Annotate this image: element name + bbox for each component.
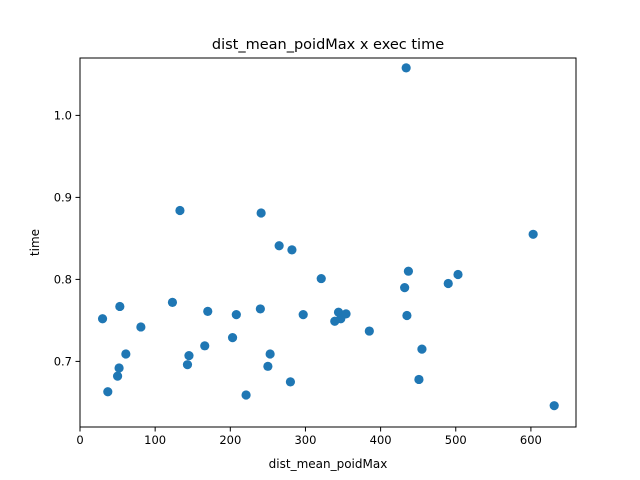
data-point	[103, 387, 113, 397]
data-point	[263, 361, 273, 371]
data-point	[121, 349, 131, 359]
data-point	[403, 266, 414, 276]
data-point	[112, 371, 123, 381]
x-tick-label: 100	[144, 433, 166, 447]
x-axis-ticks: 0 100 200 300 400 500 600	[76, 427, 542, 447]
y-axis-ticks: 0.7 0.8 0.9 1.0	[54, 108, 80, 368]
data-point	[364, 326, 374, 336]
points-layer	[97, 63, 559, 411]
plot-frame	[79, 57, 577, 428]
x-tick-label: 200	[219, 433, 241, 447]
plot-area	[80, 58, 576, 427]
data-point	[231, 310, 241, 320]
data-point	[115, 301, 125, 312]
data-point	[402, 310, 412, 321]
data-point	[97, 314, 108, 324]
data-point	[227, 333, 238, 343]
data-point	[401, 63, 411, 73]
y-tick-label: 0.8	[54, 272, 72, 286]
x-tick-label: 300	[294, 433, 316, 447]
data-point	[316, 273, 326, 284]
x-tick-label: 500	[445, 433, 467, 447]
x-tick-label: 400	[370, 433, 392, 447]
data-point	[182, 360, 193, 370]
data-point	[285, 377, 296, 387]
data-point	[175, 205, 185, 216]
y-tick-label: 1.0	[54, 108, 72, 122]
x-tick-label: 600	[520, 433, 542, 447]
data-point	[414, 374, 424, 385]
data-point	[417, 344, 427, 354]
data-point	[265, 349, 275, 359]
data-point	[256, 208, 266, 218]
x-tick-label: 0	[76, 433, 83, 447]
data-point	[549, 401, 559, 411]
data-point	[274, 241, 284, 251]
data-point	[298, 310, 308, 320]
x-axis-label: dist_mean_poidMax	[269, 457, 388, 471]
data-point	[400, 283, 410, 293]
y-tick-label: 0.9	[54, 190, 72, 204]
data-point	[287, 245, 297, 255]
data-point	[453, 269, 463, 280]
data-point	[241, 390, 251, 400]
data-point	[136, 322, 146, 332]
data-point	[167, 297, 178, 307]
data-point	[443, 278, 453, 289]
data-point	[341, 309, 351, 319]
data-point	[203, 306, 213, 316]
y-tick-label: 0.7	[54, 354, 72, 368]
data-point	[528, 229, 538, 239]
data-point	[114, 363, 124, 373]
y-axis-label: time	[28, 229, 42, 256]
data-point	[200, 341, 210, 351]
data-point	[184, 351, 194, 361]
data-point	[255, 304, 265, 314]
chart-title: dist_mean_poidMax x exec time	[212, 37, 444, 53]
